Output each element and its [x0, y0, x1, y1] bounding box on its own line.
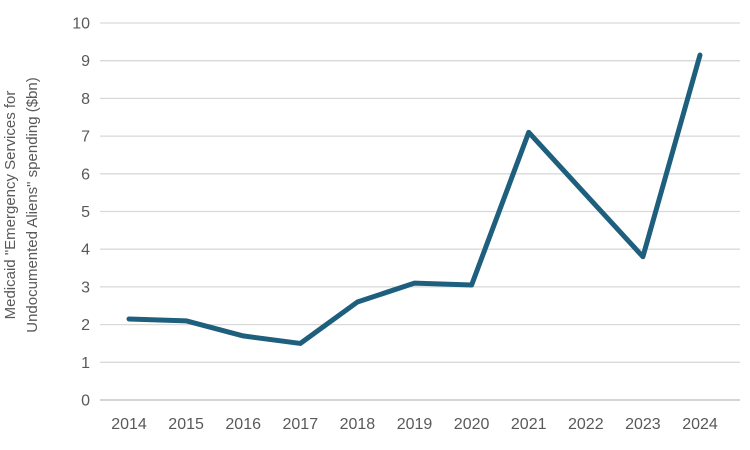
y-tick-label: 4 [81, 242, 90, 259]
data-line [126, 52, 703, 346]
x-tick-label: 2020 [454, 416, 490, 433]
y-tick-label: 3 [81, 279, 90, 296]
x-tick-label: 2021 [511, 416, 547, 433]
y-tick-label: 0 [81, 393, 90, 410]
y-tick-label: 9 [81, 53, 90, 70]
x-tick-label: 2015 [168, 416, 204, 433]
x-tick-label: 2022 [568, 416, 604, 433]
x-tick-label: 2019 [397, 416, 433, 433]
x-tick-label: 2024 [682, 416, 718, 433]
x-tick-label: 2016 [225, 416, 261, 433]
x-tick-label: 2023 [625, 416, 661, 433]
x-tick-label: 2014 [111, 416, 147, 433]
y-tick-label: 7 [81, 129, 90, 146]
x-tick-label: 2018 [340, 416, 376, 433]
y-tick-label: 2 [81, 317, 90, 334]
y-tick-label: 1 [81, 355, 90, 372]
y-tick-label: 8 [81, 91, 90, 108]
y-tick-label: 5 [81, 204, 90, 221]
x-tick-label: 2017 [283, 416, 319, 433]
y-tick-label: 6 [81, 166, 90, 183]
y-tick-label: 10 [72, 16, 90, 33]
